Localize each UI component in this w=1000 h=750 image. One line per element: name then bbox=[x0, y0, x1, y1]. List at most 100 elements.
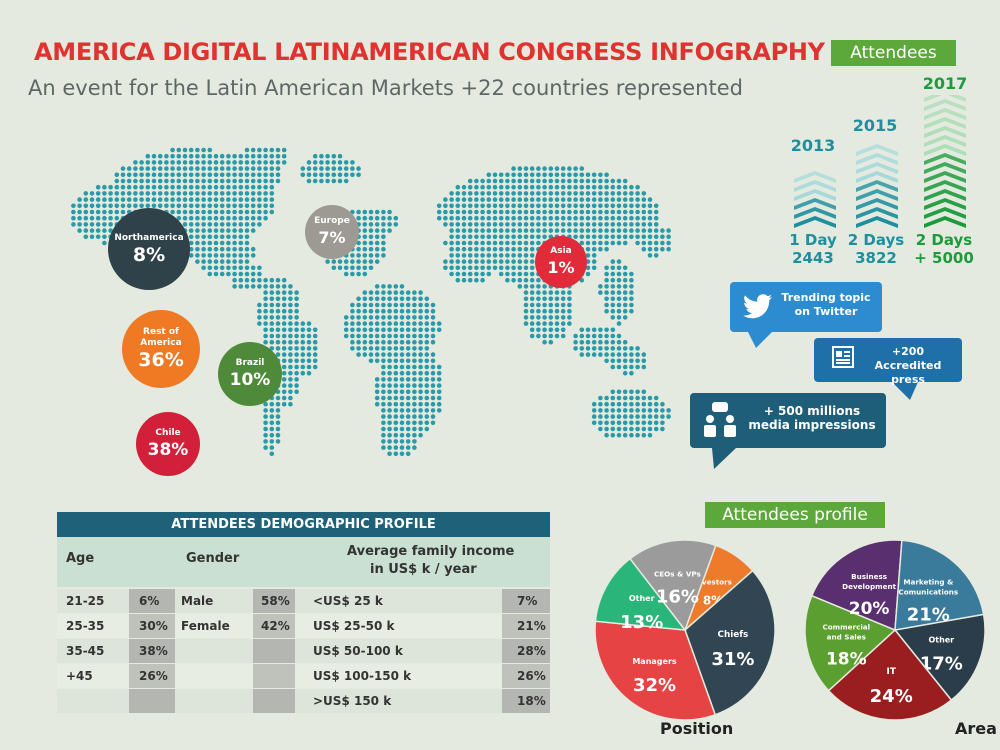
map-dot bbox=[616, 290, 622, 295]
map-dot bbox=[257, 271, 262, 277]
map-dot bbox=[114, 172, 120, 178]
map-dot bbox=[523, 172, 529, 178]
map-dot bbox=[591, 352, 597, 357]
map-dot bbox=[219, 160, 225, 165]
map-dot bbox=[257, 265, 262, 271]
map-dot bbox=[393, 327, 399, 333]
map-dot bbox=[170, 209, 175, 215]
map-dot bbox=[368, 321, 374, 326]
map-dot bbox=[263, 315, 268, 320]
map-dot bbox=[145, 178, 151, 184]
map-dot bbox=[281, 290, 287, 295]
map-dot bbox=[405, 358, 411, 364]
pie-slice-label: Other bbox=[629, 594, 655, 603]
map-dot bbox=[325, 172, 330, 178]
map-dot bbox=[480, 191, 485, 196]
map-dot bbox=[604, 352, 609, 357]
map-dot bbox=[269, 315, 275, 320]
map-dot bbox=[523, 215, 529, 221]
map-dot bbox=[412, 327, 417, 333]
map-dot bbox=[412, 364, 417, 370]
cell-background bbox=[502, 614, 550, 638]
map-dot bbox=[374, 389, 380, 395]
map-dot bbox=[238, 253, 244, 258]
map-dot bbox=[653, 253, 659, 258]
map-dot bbox=[604, 215, 609, 221]
map-dot bbox=[250, 253, 256, 258]
chevron bbox=[794, 180, 836, 192]
map-dot bbox=[585, 228, 591, 233]
map-dot bbox=[238, 203, 244, 209]
map-dot bbox=[381, 333, 386, 339]
chevron bbox=[924, 117, 966, 129]
map-dot bbox=[455, 265, 461, 271]
map-dot bbox=[554, 209, 560, 215]
cell-background bbox=[175, 614, 253, 638]
map-dot bbox=[300, 364, 306, 370]
map-dot bbox=[455, 271, 461, 277]
map-dot bbox=[529, 296, 535, 302]
map-dot bbox=[102, 222, 107, 227]
map-dot bbox=[418, 302, 423, 308]
map-dot bbox=[387, 346, 392, 351]
map-dot bbox=[374, 321, 380, 326]
map-dot bbox=[219, 240, 225, 246]
map-dot bbox=[629, 432, 634, 438]
map-dot bbox=[281, 358, 287, 364]
map-dot bbox=[486, 197, 492, 202]
map-dot bbox=[201, 240, 206, 246]
map-dot bbox=[455, 228, 461, 233]
map-dot bbox=[238, 184, 244, 190]
map-dot bbox=[300, 352, 306, 357]
map-dot bbox=[585, 271, 591, 277]
map-dot bbox=[474, 246, 479, 252]
map-dot bbox=[641, 414, 647, 419]
map-dot bbox=[381, 377, 386, 382]
map-dot bbox=[325, 166, 330, 171]
map-dot bbox=[412, 302, 417, 308]
map-dot bbox=[498, 253, 504, 258]
map-dot bbox=[350, 302, 355, 308]
map-dot bbox=[399, 308, 405, 314]
map-dot bbox=[207, 240, 213, 246]
map-dot bbox=[157, 153, 163, 159]
map-dot bbox=[405, 451, 411, 457]
map-dot bbox=[201, 160, 206, 165]
map-dot bbox=[201, 147, 206, 153]
map-dot bbox=[350, 321, 355, 326]
map-dot bbox=[610, 228, 616, 233]
map-dot bbox=[610, 178, 616, 184]
map-dot bbox=[257, 203, 262, 209]
pie-slice bbox=[594, 620, 717, 721]
map-dot bbox=[616, 414, 622, 419]
map-dot bbox=[529, 271, 535, 277]
map-dot bbox=[232, 259, 237, 264]
map-dot bbox=[548, 209, 554, 215]
map-dot bbox=[492, 253, 498, 258]
map-dot bbox=[275, 395, 281, 401]
map-dot bbox=[238, 246, 244, 252]
map-dot bbox=[170, 153, 175, 159]
map-dot bbox=[176, 166, 182, 171]
map-dot bbox=[492, 234, 498, 240]
map-dot bbox=[598, 414, 603, 419]
map-dot bbox=[362, 253, 368, 258]
map-dot bbox=[337, 259, 343, 264]
map-dot bbox=[505, 178, 510, 184]
map-dot bbox=[616, 296, 622, 302]
map-dot bbox=[616, 222, 622, 227]
map-dot bbox=[548, 333, 554, 339]
map-dot bbox=[238, 259, 244, 264]
map-dot bbox=[188, 215, 194, 221]
map-dot bbox=[238, 153, 244, 159]
map-dot bbox=[529, 172, 535, 178]
map-dot bbox=[560, 197, 566, 202]
map-dot bbox=[188, 147, 194, 153]
map-dot bbox=[424, 327, 430, 333]
map-dot bbox=[405, 302, 411, 308]
map-dot bbox=[579, 234, 585, 240]
map-dot bbox=[480, 253, 485, 258]
map-dot bbox=[281, 327, 287, 333]
map-dot bbox=[77, 203, 82, 209]
map-dot bbox=[381, 215, 386, 221]
